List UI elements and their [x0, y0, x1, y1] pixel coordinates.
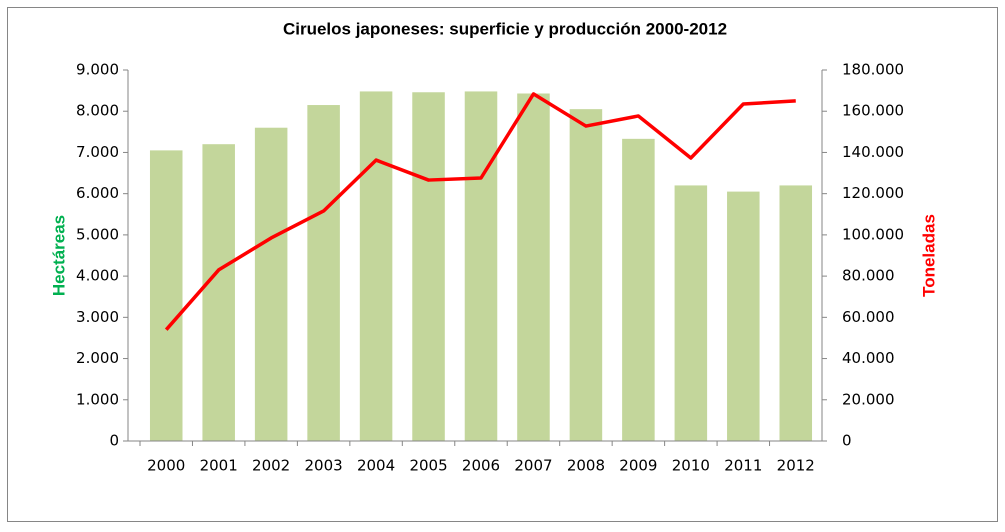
y-tick-label: 8.000 [76, 102, 119, 120]
x-tick-label: 2004 [357, 457, 395, 475]
y-tick-label: 0 [109, 432, 119, 450]
x-tick-label: 2001 [200, 457, 238, 475]
y-tick-label: 7.000 [76, 143, 119, 161]
y2-tick-label: 80.000 [842, 267, 895, 285]
y-tick-label: 9.000 [76, 61, 119, 79]
y2-tick-label: 20.000 [842, 390, 895, 408]
x-tick-label: 2007 [514, 457, 552, 475]
y2-tick-label: 60.000 [842, 308, 895, 326]
line-series [164, 92, 796, 331]
y-tick-label: 1.000 [76, 390, 119, 408]
bar [674, 185, 708, 441]
bar [307, 105, 340, 442]
y2-tick-label: 100.000 [842, 225, 904, 243]
bar [727, 191, 760, 441]
bar [202, 144, 235, 441]
y2-tick-label: 0 [842, 432, 852, 450]
x-tick-label: 2000 [147, 457, 185, 475]
y-axis-label: Hectáreas [49, 215, 68, 296]
y2-axis-label: Toneladas [919, 214, 938, 297]
bar [464, 91, 498, 442]
x-tick-label: 2006 [462, 457, 500, 475]
y-tick-label: 3.000 [76, 308, 119, 326]
x-tick-label: 2003 [305, 457, 343, 475]
bar [622, 138, 655, 441]
x-tick-label: 2002 [252, 457, 290, 475]
y-tick-label: 2.000 [76, 349, 119, 367]
y2-tick-label: 40.000 [842, 349, 895, 367]
chart-title: Ciruelos japoneses: superficie y producc… [283, 19, 727, 38]
y-tick-label: 4.000 [76, 267, 119, 285]
bar [569, 109, 603, 442]
bar [779, 185, 813, 441]
bar [517, 93, 550, 441]
y2-tick-label: 140.000 [842, 143, 904, 161]
bar [412, 92, 445, 441]
x-tick-label: 2011 [724, 457, 762, 475]
y-tick-label: 6.000 [76, 184, 119, 202]
y2-tick-label: 160.000 [842, 102, 904, 120]
x-tick-label: 2012 [777, 457, 815, 475]
x-tick-label: 2008 [567, 457, 605, 475]
x-tick-label: 2010 [672, 457, 710, 475]
bar [254, 127, 288, 441]
bar [149, 150, 183, 441]
y-tick-label: 5.000 [76, 225, 119, 243]
x-tick-label: 2005 [409, 457, 447, 475]
y2-tick-label: 120.000 [842, 184, 904, 202]
y2-tick-label: 180.000 [842, 61, 904, 79]
bar [359, 91, 393, 442]
x-tick-label: 2009 [619, 457, 657, 475]
